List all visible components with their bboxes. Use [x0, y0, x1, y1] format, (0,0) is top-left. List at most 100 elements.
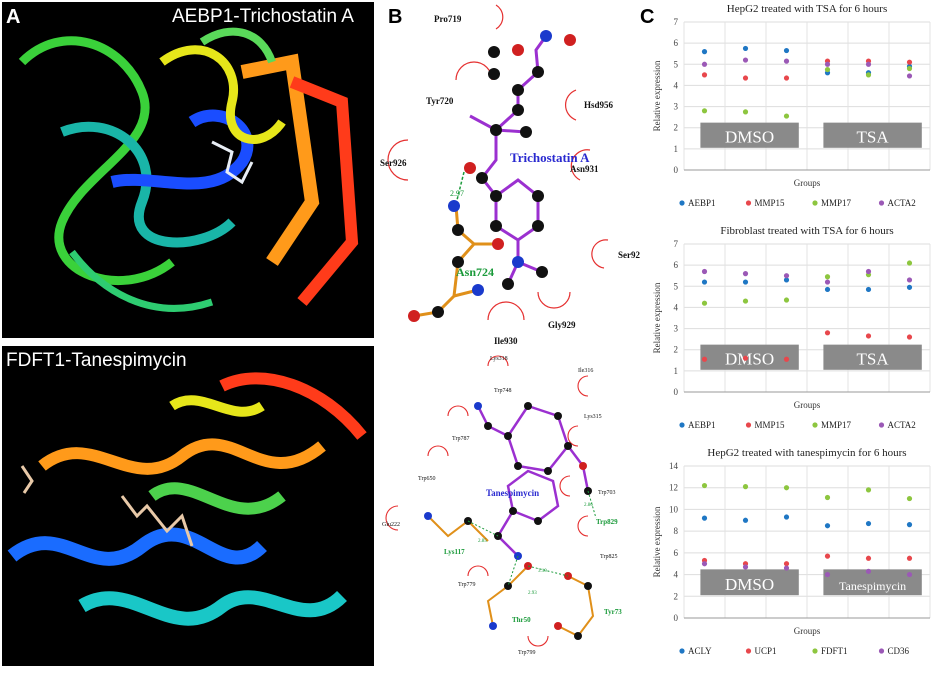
- data-point: [906, 571, 913, 578]
- legend-label: AEBP1: [688, 198, 716, 208]
- data-point: [865, 520, 872, 527]
- group-box-0: [700, 569, 799, 596]
- residue-bonds: [427, 515, 595, 638]
- x-axis-label: Groups: [794, 400, 821, 410]
- residue-asn724: Asn724: [456, 265, 494, 279]
- residue-lys117: Lys117: [444, 548, 465, 556]
- chart-title: HepG2 treated with tanespimycin for 6 ho…: [707, 447, 906, 459]
- data-point: [742, 355, 749, 361]
- chart-svg: HepG2 treated with TSA for 6 hours 0 1 2 3 4 5…: [652, 3, 931, 208]
- chart-hepg2-tanespimycin: HepG2 treated with tanespimycin for 6 ho…: [650, 444, 940, 670]
- y-axis-label: Relative expression: [652, 282, 662, 353]
- chart-svg: HepG2 treated with tanespimycin for 6 ho…: [652, 447, 931, 656]
- y-tick-label: 2: [674, 123, 679, 133]
- residue-hsd956: Hsd956: [584, 100, 614, 110]
- data-point: [906, 522, 913, 528]
- legend-marker: [878, 200, 885, 206]
- legend-marker: [812, 648, 818, 654]
- data-point: [824, 279, 831, 285]
- protein-helix-illustration: [7, 372, 367, 626]
- y-tick-label: 0: [674, 613, 679, 623]
- legend-label: ACLY: [688, 646, 712, 656]
- data-point: [742, 564, 749, 570]
- y-axis-label: Relative expression: [652, 506, 662, 577]
- data-point: [865, 487, 872, 493]
- y-tick-label: 3: [674, 324, 679, 334]
- data-point: [824, 330, 831, 336]
- ligplot-trichostatin: Trichostatin A Asn724 2.97 Pro719 Tyr720…: [378, 0, 645, 346]
- y-tick-label: 4: [674, 570, 679, 580]
- data-point: [701, 356, 708, 362]
- panel-c-letter: C: [640, 6, 655, 28]
- panel-b-letter: B: [388, 6, 403, 28]
- data-point: [783, 485, 790, 491]
- residue-asn931: Asn931: [570, 164, 599, 174]
- group-label: TSA: [857, 128, 890, 147]
- data-point: [824, 553, 831, 559]
- data-point: [865, 568, 872, 574]
- hbond-distance-3: 3.10: [538, 569, 547, 574]
- data-point: [701, 482, 708, 489]
- chart-svg: Fibroblast treated with TSA for 6 hours 0…: [652, 225, 931, 430]
- y-tick-label: 8: [674, 526, 679, 536]
- residue-pro719: Pro719: [434, 14, 462, 24]
- data-point: [783, 561, 790, 567]
- legend-marker: [878, 422, 885, 428]
- group-box-1: [823, 122, 922, 148]
- residue-trp799: Trp799: [518, 650, 535, 656]
- residue-trp748: Trp748: [494, 388, 511, 394]
- hbond-distance-2: 2.85: [478, 539, 487, 544]
- data-point: [701, 515, 708, 521]
- legend-label: MMP17: [821, 198, 852, 208]
- panel-a-letter: A: [6, 6, 21, 28]
- y-tick-label: 2: [674, 591, 679, 601]
- residue-ile930: Ile930: [494, 336, 518, 346]
- residue-gly929: Gly929: [548, 320, 576, 330]
- data-point: [783, 356, 790, 362]
- legend-label: MMP17: [821, 420, 852, 430]
- legend-label: MMP15: [755, 420, 786, 430]
- data-point: [865, 72, 872, 78]
- y-tick-label: 0: [674, 165, 679, 175]
- data-point: [906, 65, 913, 72]
- data-point: [824, 494, 831, 501]
- data-point: [742, 57, 749, 63]
- y-tick-label: 4: [674, 80, 679, 90]
- group-label: DMSO: [725, 575, 774, 594]
- legend-label: AEBP1: [688, 420, 716, 430]
- data-point: [742, 271, 749, 277]
- data-point: [824, 274, 831, 280]
- legend-marker: [878, 648, 885, 654]
- data-point: [742, 45, 749, 52]
- residue-ser928: Ser928: [618, 250, 640, 260]
- ligand-name-tanespimycin: Tanespimycin: [486, 488, 539, 498]
- data-point: [824, 61, 831, 67]
- y-tick-label: 1: [674, 144, 679, 154]
- residue-lys318: Lys318: [490, 356, 508, 362]
- x-axis-label: Groups: [794, 178, 821, 188]
- residue-tyr720: Tyr720: [426, 96, 454, 106]
- data-point: [783, 113, 790, 119]
- group-box-0: [700, 344, 799, 370]
- data-point: [701, 268, 708, 275]
- y-tick-label: 6: [674, 260, 679, 270]
- ligplot-tanespimycin: Tanespimycin Lys318 Ile316 Trp748 Trp787…: [378, 346, 640, 670]
- data-point: [701, 72, 708, 78]
- legend-label: FDFT1: [821, 646, 848, 656]
- data-point: [906, 284, 913, 290]
- legend-marker: [812, 422, 818, 428]
- data-point: [701, 561, 708, 567]
- chart-title: HepG2 treated with TSA for 6 hours: [727, 3, 888, 15]
- group-box-1: [823, 344, 922, 370]
- residue-glu222: Glu222: [382, 522, 400, 528]
- data-point: [783, 297, 790, 303]
- data-point: [701, 61, 708, 67]
- data-point: [701, 300, 708, 306]
- residue-trp779: Trp779: [458, 582, 475, 588]
- data-point: [742, 109, 749, 115]
- data-point: [865, 333, 872, 339]
- hydrophobic-arcs: [387, 4, 609, 321]
- data-point: [742, 298, 749, 304]
- y-tick-label: 6: [674, 38, 679, 48]
- data-point: [906, 334, 913, 340]
